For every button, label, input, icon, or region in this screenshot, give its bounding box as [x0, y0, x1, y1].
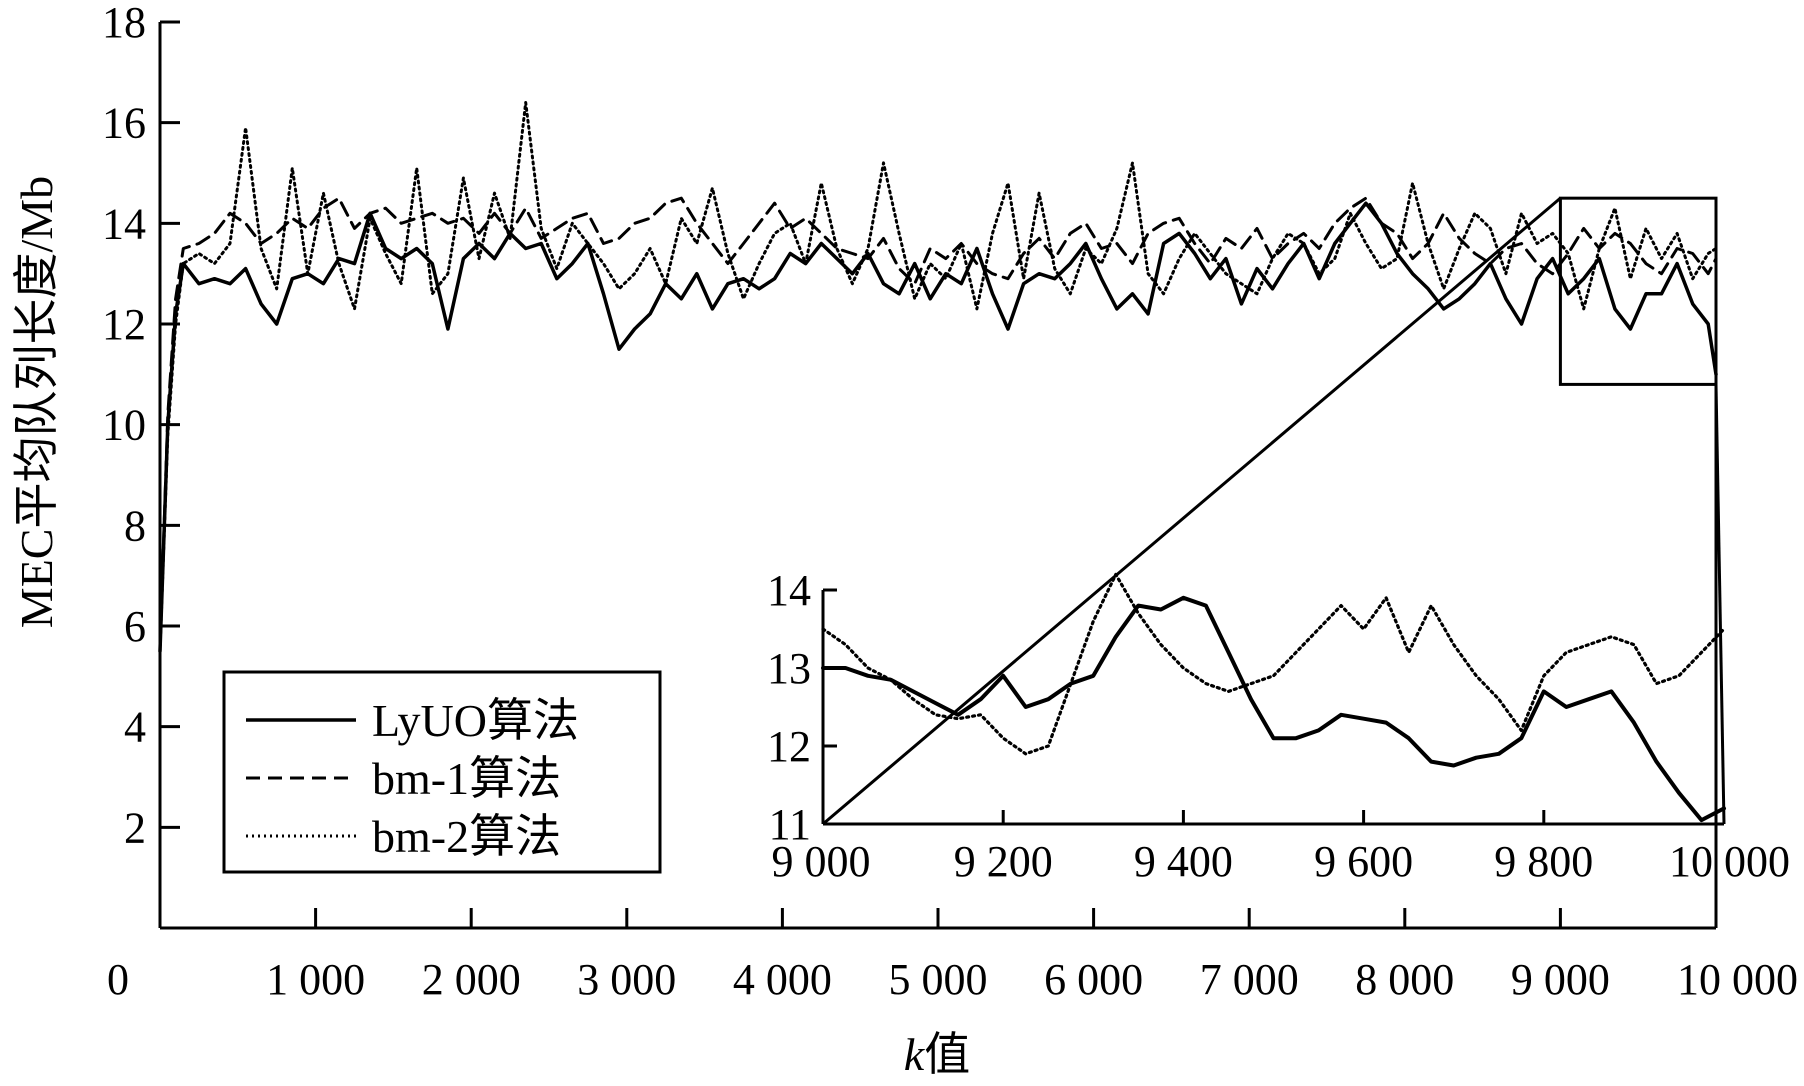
inset-x-tick-label: 10 000 [1669, 837, 1790, 886]
inset-plot: 11 12 13 14 9 000 9 200 9 400 9 600 9 800 10 000 [767, 566, 1790, 886]
inset-y-tick-label: 14 [767, 566, 811, 615]
inset-x-tick-label: 9 000 [772, 837, 871, 886]
y-tick-label: 8 [124, 501, 146, 550]
x-tick-label: 8 000 [1355, 955, 1454, 1004]
x-tick-label: 3 000 [577, 955, 676, 1004]
y-tick-label: 12 [102, 300, 146, 349]
y-tick-label: 14 [102, 199, 146, 248]
x-tick-label: 0 [107, 955, 129, 1004]
y-tick-label: 4 [124, 703, 146, 752]
inset-x-tick-label: 9 400 [1134, 837, 1233, 886]
inset-y-tick-label: 12 [767, 722, 811, 771]
inset-y-tick-label: 11 [769, 800, 811, 849]
y-tick-label: 10 [102, 401, 146, 450]
zoom-indicator [822, 196, 1726, 826]
zoom-connector-left [822, 197, 1562, 826]
x-axis-title: k值 [904, 1029, 970, 1080]
x-tick-label: 5 000 [889, 955, 988, 1004]
inset-y-tick-label: 13 [767, 644, 811, 693]
series-line-2 [158, 196, 1718, 653]
inset-x-tick-label: 9 800 [1494, 837, 1593, 886]
zoom-box [1558, 196, 1718, 386]
inset-x-tick-label: 9 600 [1314, 837, 1413, 886]
y-tick-label: 6 [124, 602, 146, 651]
inset-x-tick-label: 9 200 [954, 837, 1053, 886]
legend: LyUO算法 bm-1算法 bm-2算法 [222, 670, 662, 874]
y-tick-label: 16 [102, 99, 146, 148]
inset-series-line-1 [821, 595, 1726, 823]
x-axis-title-variable: k [904, 1029, 926, 1080]
legend-label: bm-2算法 [372, 811, 561, 862]
x-axis-title-suffix: 值 [924, 1029, 970, 1080]
legend-label: LyUO算法 [372, 695, 579, 746]
legend-label: bm-1算法 [372, 753, 561, 804]
main-series-group [158, 101, 1718, 653]
y-tick-label: 2 [124, 803, 146, 852]
y-axis-title: MEC平均队列长度/Mb [11, 176, 62, 628]
legend-box [222, 670, 662, 874]
x-tick-label: 10 000 [1677, 955, 1798, 1004]
y-tick-label: 18 [102, 0, 146, 47]
inset-series-line-2 [821, 572, 1726, 756]
series-line-3 [158, 101, 1718, 653]
x-tick-label: 6 000 [1044, 955, 1143, 1004]
x-tick-label: 1 000 [266, 955, 365, 1004]
x-tick-label: 2 000 [422, 955, 521, 1004]
main-plot-area: 2 4 6 8 10 12 14 16 18 0 1 000 2 000 3 000 4 000 5 000… [102, 0, 1798, 1004]
x-tick-label: 7 000 [1200, 955, 1299, 1004]
x-tick-label: 4 000 [733, 955, 832, 1004]
series-line-1 [158, 201, 1718, 653]
zoom-connector-right [1714, 384, 1726, 825]
x-tick-label: 9 000 [1511, 955, 1610, 1004]
